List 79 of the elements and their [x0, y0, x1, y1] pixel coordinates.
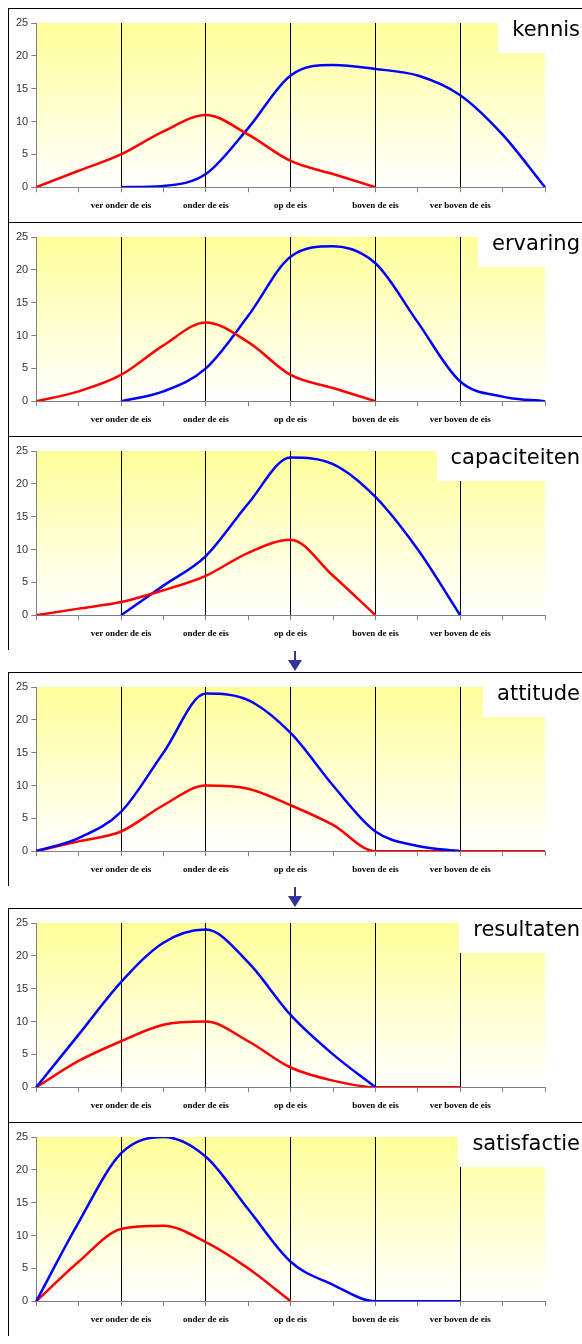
y-tick-label: 20 — [15, 476, 29, 489]
x-tick-label: ver boven de eis — [429, 1099, 492, 1110]
x-tick-label: onder de eis — [182, 1313, 230, 1324]
y-tick-label: 10 — [15, 778, 29, 791]
x-tick-label: ver onder de eis — [90, 863, 152, 874]
x-tick-label: op de eis — [274, 1313, 308, 1324]
y-tick-label: 0 — [22, 180, 29, 193]
y-tick-label: 10 — [15, 328, 29, 341]
x-tick-label: op de eis — [274, 627, 308, 638]
y-tick-label: 20 — [15, 262, 29, 275]
y-tick-label: 0 — [22, 608, 29, 621]
y-tick-label: 10 — [15, 1228, 29, 1241]
x-tick-label: op de eis — [274, 863, 308, 874]
y-tick-label: 10 — [15, 542, 29, 555]
x-tick-label: onder de eis — [182, 1099, 230, 1110]
x-tick-label: boven de eis — [352, 199, 400, 210]
x-tick-label: boven de eis — [352, 1099, 400, 1110]
y-tick-label: 15 — [15, 509, 29, 522]
y-tick-label: 20 — [15, 948, 29, 961]
y-tick-label: 20 — [15, 1162, 29, 1175]
line-series — [34, 321, 377, 402]
x-tick-label: onder de eis — [182, 627, 230, 638]
y-tick-label: 0 — [22, 1294, 29, 1307]
y-tick-label: 5 — [22, 811, 29, 824]
x-tick-label: ver onder de eis — [90, 413, 152, 424]
chart-title: satisfactie — [458, 1127, 582, 1167]
y-tick-label: 20 — [15, 712, 29, 725]
y-tick-label: 0 — [22, 1080, 29, 1093]
y-tick-label: 5 — [22, 1261, 29, 1274]
x-tick-label: ver onder de eis — [90, 1313, 152, 1324]
x-tick-label: op de eis — [274, 1099, 308, 1110]
chart-title: capaciteiten — [436, 441, 582, 481]
y-tick-label: 25 — [15, 680, 29, 693]
y-tick-label: 25 — [15, 916, 29, 929]
x-tick-label: op de eis — [274, 199, 308, 210]
chart-title: attitude — [483, 677, 582, 717]
y-tick-label: 15 — [15, 81, 29, 94]
y-tick-label: 10 — [15, 114, 29, 127]
x-tick-label: boven de eis — [352, 413, 400, 424]
line-series — [34, 113, 377, 188]
chart-title: ervaring — [478, 227, 582, 267]
y-tick-label: 15 — [15, 981, 29, 994]
y-tick-label: 15 — [15, 1195, 29, 1208]
y-tick-label: 0 — [22, 394, 29, 407]
x-tick-label: onder de eis — [182, 199, 230, 210]
line-series — [119, 63, 547, 188]
x-tick-label: op de eis — [274, 413, 308, 424]
x-tick-label: ver onder de eis — [90, 1099, 152, 1110]
x-tick-label: ver onder de eis — [90, 199, 152, 210]
line-series — [34, 692, 462, 852]
y-tick-label: 5 — [22, 575, 29, 588]
x-tick-label: onder de eis — [182, 863, 230, 874]
y-tick-label: 15 — [15, 295, 29, 308]
y-tick-label: 10 — [15, 1014, 29, 1027]
y-tick-label: 25 — [15, 230, 29, 243]
chart-title: kennis — [498, 13, 582, 53]
x-tick-label: boven de eis — [352, 627, 400, 638]
line-series — [34, 928, 377, 1088]
y-tick-label: 15 — [15, 745, 29, 758]
x-tick-label: ver boven de eis — [429, 1313, 492, 1324]
y-tick-label: 25 — [15, 16, 29, 29]
chart-title: resultaten — [459, 913, 582, 953]
y-tick-label: 5 — [22, 361, 29, 374]
x-tick-label: boven de eis — [352, 863, 400, 874]
y-tick-label: 20 — [15, 48, 29, 61]
y-tick-label: 5 — [22, 147, 29, 160]
x-tick-label: ver onder de eis — [90, 627, 152, 638]
line-series — [34, 1137, 462, 1302]
x-tick-label: ver boven de eis — [429, 863, 492, 874]
x-tick-label: onder de eis — [182, 413, 230, 424]
y-tick-label: 0 — [22, 844, 29, 857]
y-tick-label: 25 — [15, 1130, 29, 1143]
x-tick-label: ver boven de eis — [429, 199, 492, 210]
line-series — [34, 538, 377, 616]
y-tick-label: 5 — [22, 1047, 29, 1060]
x-tick-label: boven de eis — [352, 1313, 400, 1324]
y-tick-label: 25 — [15, 444, 29, 457]
x-tick-label: ver boven de eis — [429, 627, 492, 638]
x-tick-label: ver boven de eis — [429, 413, 492, 424]
